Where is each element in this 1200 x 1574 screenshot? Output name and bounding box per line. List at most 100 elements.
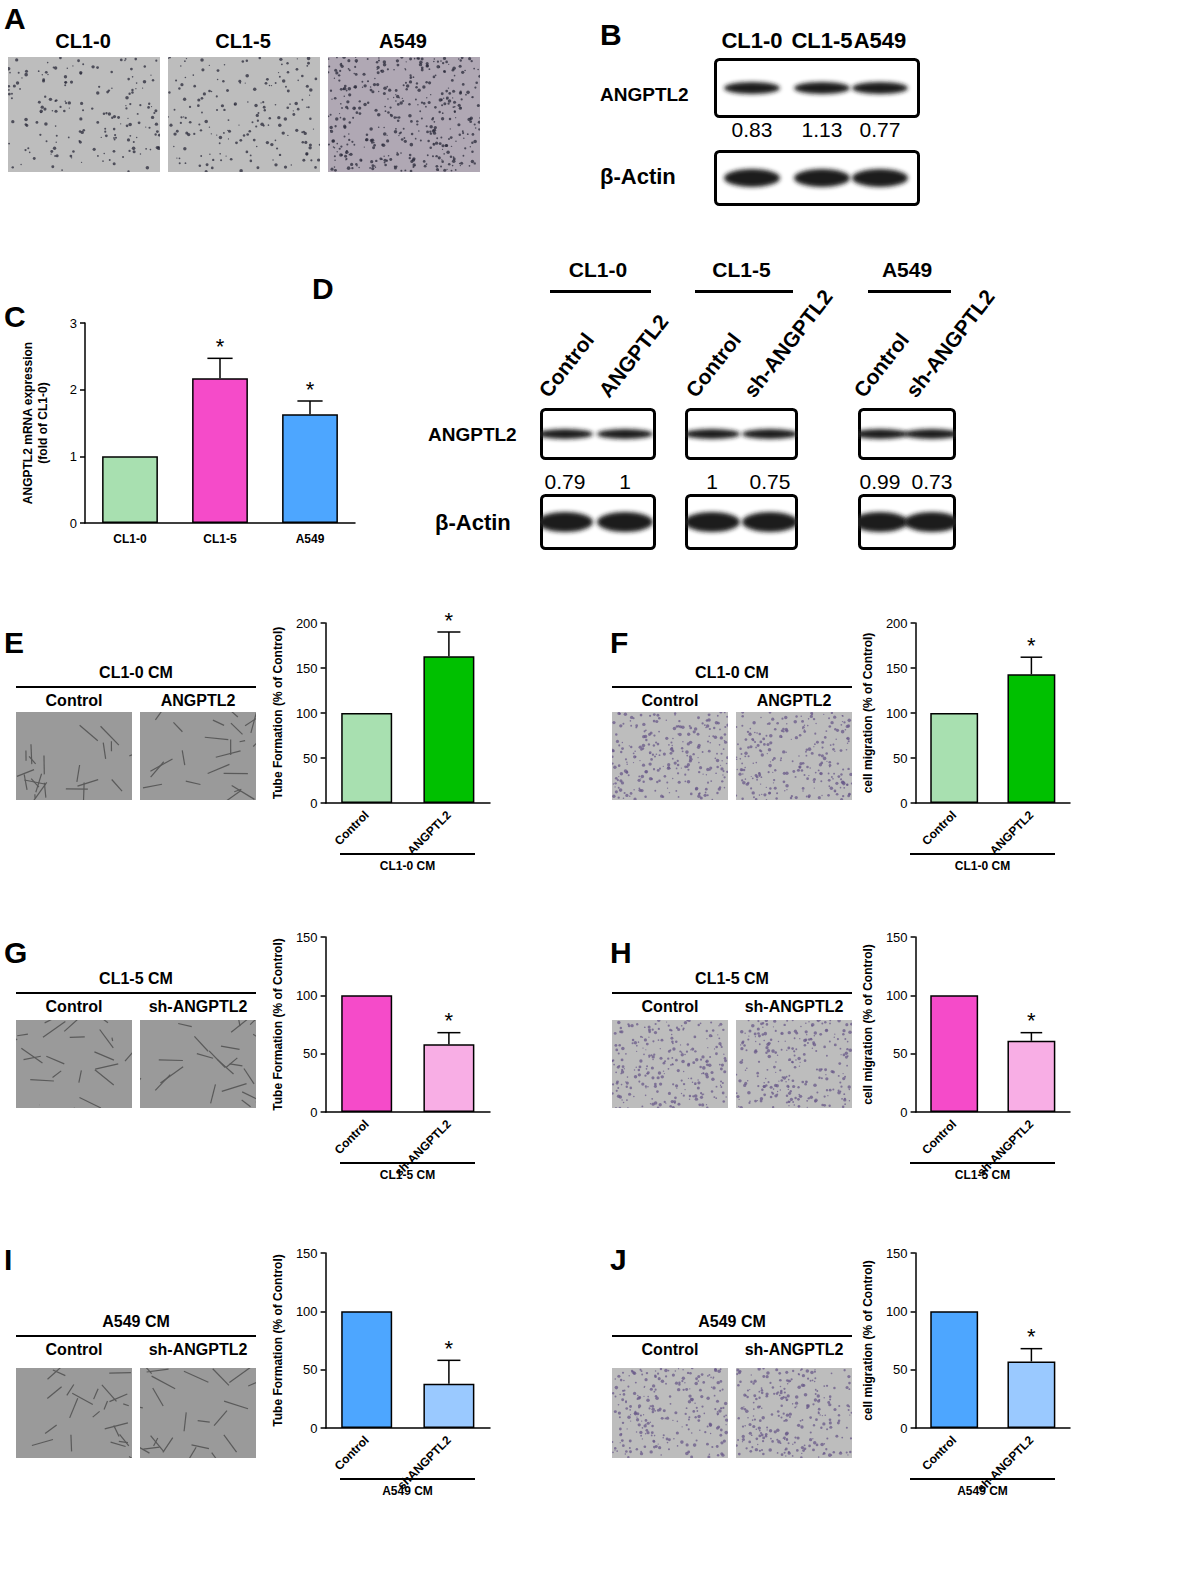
svg-text:shANGPTL2: shANGPTL2 [395,1433,455,1493]
svg-text:sh-ANGPTL2: sh-ANGPTL2 [974,1433,1037,1496]
svg-text:0: 0 [900,1421,907,1436]
html-text:0.79: 0.79 [544,470,586,493]
svg-text:*: * [445,613,454,633]
svg-text:50: 50 [893,1046,907,1061]
svg-text:(fold of CL1-0): (fold of CL1-0) [36,382,50,463]
svg-text:100: 100 [296,706,318,721]
html-text:ANGPTL2: ANGPTL2 [428,424,517,445]
svg-text:cell migration (% of Control): cell migration (% of Control) [861,633,875,794]
svg-text:CL1-5: CL1-5 [203,532,237,546]
svg-text:*: * [445,1008,454,1033]
svg-text:100: 100 [886,988,908,1003]
html-text:β-Actin: β-Actin [435,510,511,535]
svg-text:150: 150 [296,1246,318,1261]
svg-text:200: 200 [296,616,318,631]
html-text:H: H [610,936,632,969]
html-text:ANGPTL2: ANGPTL2 [160,692,236,709]
html-text:Control: Control [641,692,699,709]
svg-text:200: 200 [886,616,908,631]
svg-text:150: 150 [886,661,908,676]
html-text:sh-ANGPTL2: sh-ANGPTL2 [901,285,999,402]
svg-text:Control: Control [332,1433,372,1473]
svg-text:*: * [1027,1008,1036,1033]
svg-text:*: * [306,377,315,402]
html-text:A549: A549 [379,30,427,52]
svg-text:0: 0 [900,1105,907,1120]
svg-text:Tube Formation (% of Control): Tube Formation (% of Control) [271,1254,285,1426]
html-text:A549: A549 [881,258,933,281]
html-text:Control: Control [534,328,599,402]
html-text:ANGPTL2: ANGPTL2 [756,692,832,709]
html-text:1.13: 1.13 [801,118,843,141]
svg-text:100: 100 [296,1304,318,1319]
html-text:CL1-0 CM: CL1-0 CM [99,664,173,681]
svg-text:*: * [1027,633,1036,658]
html-text:0.75: 0.75 [749,470,791,493]
html-text:C: C [4,300,26,333]
svg-text:3: 3 [70,316,77,331]
html-text:0.99: 0.99 [859,470,901,493]
html-text:E: E [4,626,24,659]
html-text:sh-ANGPTL2: sh-ANGPTL2 [739,285,837,402]
html-text:CL1-0: CL1-0 [568,258,628,281]
svg-text:150: 150 [296,930,318,945]
svg-text:Control: Control [919,1117,959,1157]
html-text:CL1-5: CL1-5 [215,30,271,52]
svg-text:ANGPTL2: ANGPTL2 [404,808,454,858]
svg-text:cell migration (% of Control): cell migration (% of Control) [861,1260,875,1421]
html-text:CL1-5: CL1-5 [712,258,771,281]
svg-text:0: 0 [310,1421,317,1436]
svg-text:0: 0 [310,796,317,811]
svg-text:*: * [445,1336,454,1361]
svg-text:150: 150 [296,661,318,676]
html-text:0.83: 0.83 [731,118,773,141]
html-text:ANGPTL2: ANGPTL2 [594,310,673,402]
html-text:F: F [610,626,629,659]
html-text:CL1-0 CM: CL1-0 CM [695,664,769,681]
svg-text:0: 0 [310,1105,317,1120]
html-text:Control: Control [849,328,914,402]
svg-text:0: 0 [70,516,77,531]
svg-text:0: 0 [900,796,907,811]
svg-text:100: 100 [886,1304,908,1319]
html-text:CL1-0 CL1-5 A549: CL1-0 CL1-5 A549 [721,28,907,53]
svg-text:1: 1 [70,449,77,464]
svg-text:sh-ANGPTL2: sh-ANGPTL2 [391,1117,454,1180]
html-text:G: G [4,936,28,969]
svg-text:50: 50 [893,1362,907,1377]
svg-text:50: 50 [303,751,317,766]
svg-text:CL1-0: CL1-0 [113,532,147,546]
html-text:A: A [4,2,26,35]
svg-text:Tube Formation (% of Control): Tube Formation (% of Control) [271,627,285,799]
svg-text:Control: Control [919,1433,959,1473]
svg-text:50: 50 [893,751,907,766]
svg-text:150: 150 [886,930,908,945]
html-text:0.77: 0.77 [859,118,901,141]
svg-text:100: 100 [886,706,908,721]
svg-text:50: 50 [303,1046,317,1061]
svg-text:cell migration (% of Control): cell migration (% of Control) [861,944,875,1105]
html-text:ANGPTL2: ANGPTL2 [600,84,689,105]
svg-text:*: * [216,334,225,359]
html-text:B: B [600,18,622,51]
svg-text:*: * [1027,1324,1036,1349]
svg-text:50: 50 [303,1362,317,1377]
svg-text:Control: Control [919,808,959,848]
svg-text:ANGPTL2 mRNA expression: ANGPTL2 mRNA expression [21,342,35,504]
svg-text:sh-ANGPTL2: sh-ANGPTL2 [974,1117,1037,1180]
html-text:Control: Control [45,692,103,709]
svg-text:Tube Formation (% of Control): Tube Formation (% of Control) [271,938,285,1110]
svg-text:ANGPTL2: ANGPTL2 [987,808,1037,858]
html-text:0.73: 0.73 [911,470,953,493]
svg-text:100: 100 [296,988,318,1003]
html-text:β-Actin: β-Actin [600,164,676,189]
svg-text:A549: A549 [296,532,325,546]
html-text:CL1-0: CL1-0 [55,30,111,52]
html-text:CL1-5 CM: CL1-5 CM [99,970,173,987]
svg-text:150: 150 [886,1246,908,1261]
svg-text:Control: Control [332,1117,372,1157]
html-text:Control: Control [681,328,746,402]
svg-text:2: 2 [70,382,77,397]
html-text:D: D [312,272,334,305]
svg-text:Control: Control [332,808,372,848]
